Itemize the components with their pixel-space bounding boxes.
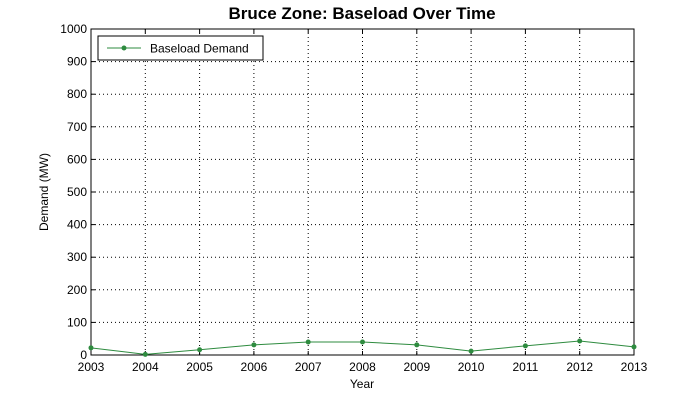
y-tick-label: 600 [67, 152, 87, 166]
data-point [522, 343, 528, 349]
data-point [251, 342, 257, 348]
x-tick-label: 2007 [295, 360, 322, 374]
y-tick-label: 800 [67, 87, 87, 101]
data-point [142, 351, 148, 357]
x-tick-label: 2010 [458, 360, 485, 374]
legend-marker [121, 45, 127, 51]
x-axis-label: Year [350, 377, 374, 391]
x-tick-label: 2008 [349, 360, 376, 374]
x-tick-label: 2003 [78, 360, 105, 374]
x-tick-label: 2005 [186, 360, 213, 374]
y-tick-label: 500 [67, 185, 87, 199]
series-layer [88, 338, 637, 357]
legend: Baseload Demand [97, 35, 264, 61]
data-point [414, 342, 420, 348]
data-point [197, 347, 203, 353]
y-tick-label: 300 [67, 250, 87, 264]
data-point [468, 348, 474, 354]
y-tick-label: 100 [67, 315, 87, 329]
x-tick-label: 2012 [566, 360, 593, 374]
data-point [305, 339, 311, 345]
y-axis-label: Demand (MW) [37, 153, 51, 231]
x-tick-label: 2009 [403, 360, 430, 374]
x-tick-label: 2011 [512, 360, 538, 374]
data-point [577, 338, 583, 344]
y-tick-label: 700 [67, 120, 87, 134]
y-tick-label: 0 [80, 348, 87, 362]
data-point [631, 344, 637, 350]
y-tick-label: 1000 [60, 22, 87, 36]
chart-title: Bruce Zone: Baseload Over Time [228, 4, 495, 23]
x-tick-label: 2004 [132, 360, 159, 374]
grid [91, 29, 634, 355]
x-tick-label: 2006 [241, 360, 268, 374]
x-tick-label: 2013 [621, 360, 648, 374]
data-point [88, 345, 94, 351]
x-axis: 2003 2004 2005 2006 2007 2008 2009 2010 2011 2012… [78, 29, 648, 374]
y-tick-label: 900 [67, 55, 87, 69]
y-tick-label: 200 [67, 283, 87, 297]
y-tick-label: 400 [67, 218, 87, 232]
legend-label: Baseload Demand [150, 42, 249, 56]
y-axis: 0 100 200 300 400 500 600 700 800 900 1000 [60, 22, 634, 362]
data-point [360, 339, 365, 345]
